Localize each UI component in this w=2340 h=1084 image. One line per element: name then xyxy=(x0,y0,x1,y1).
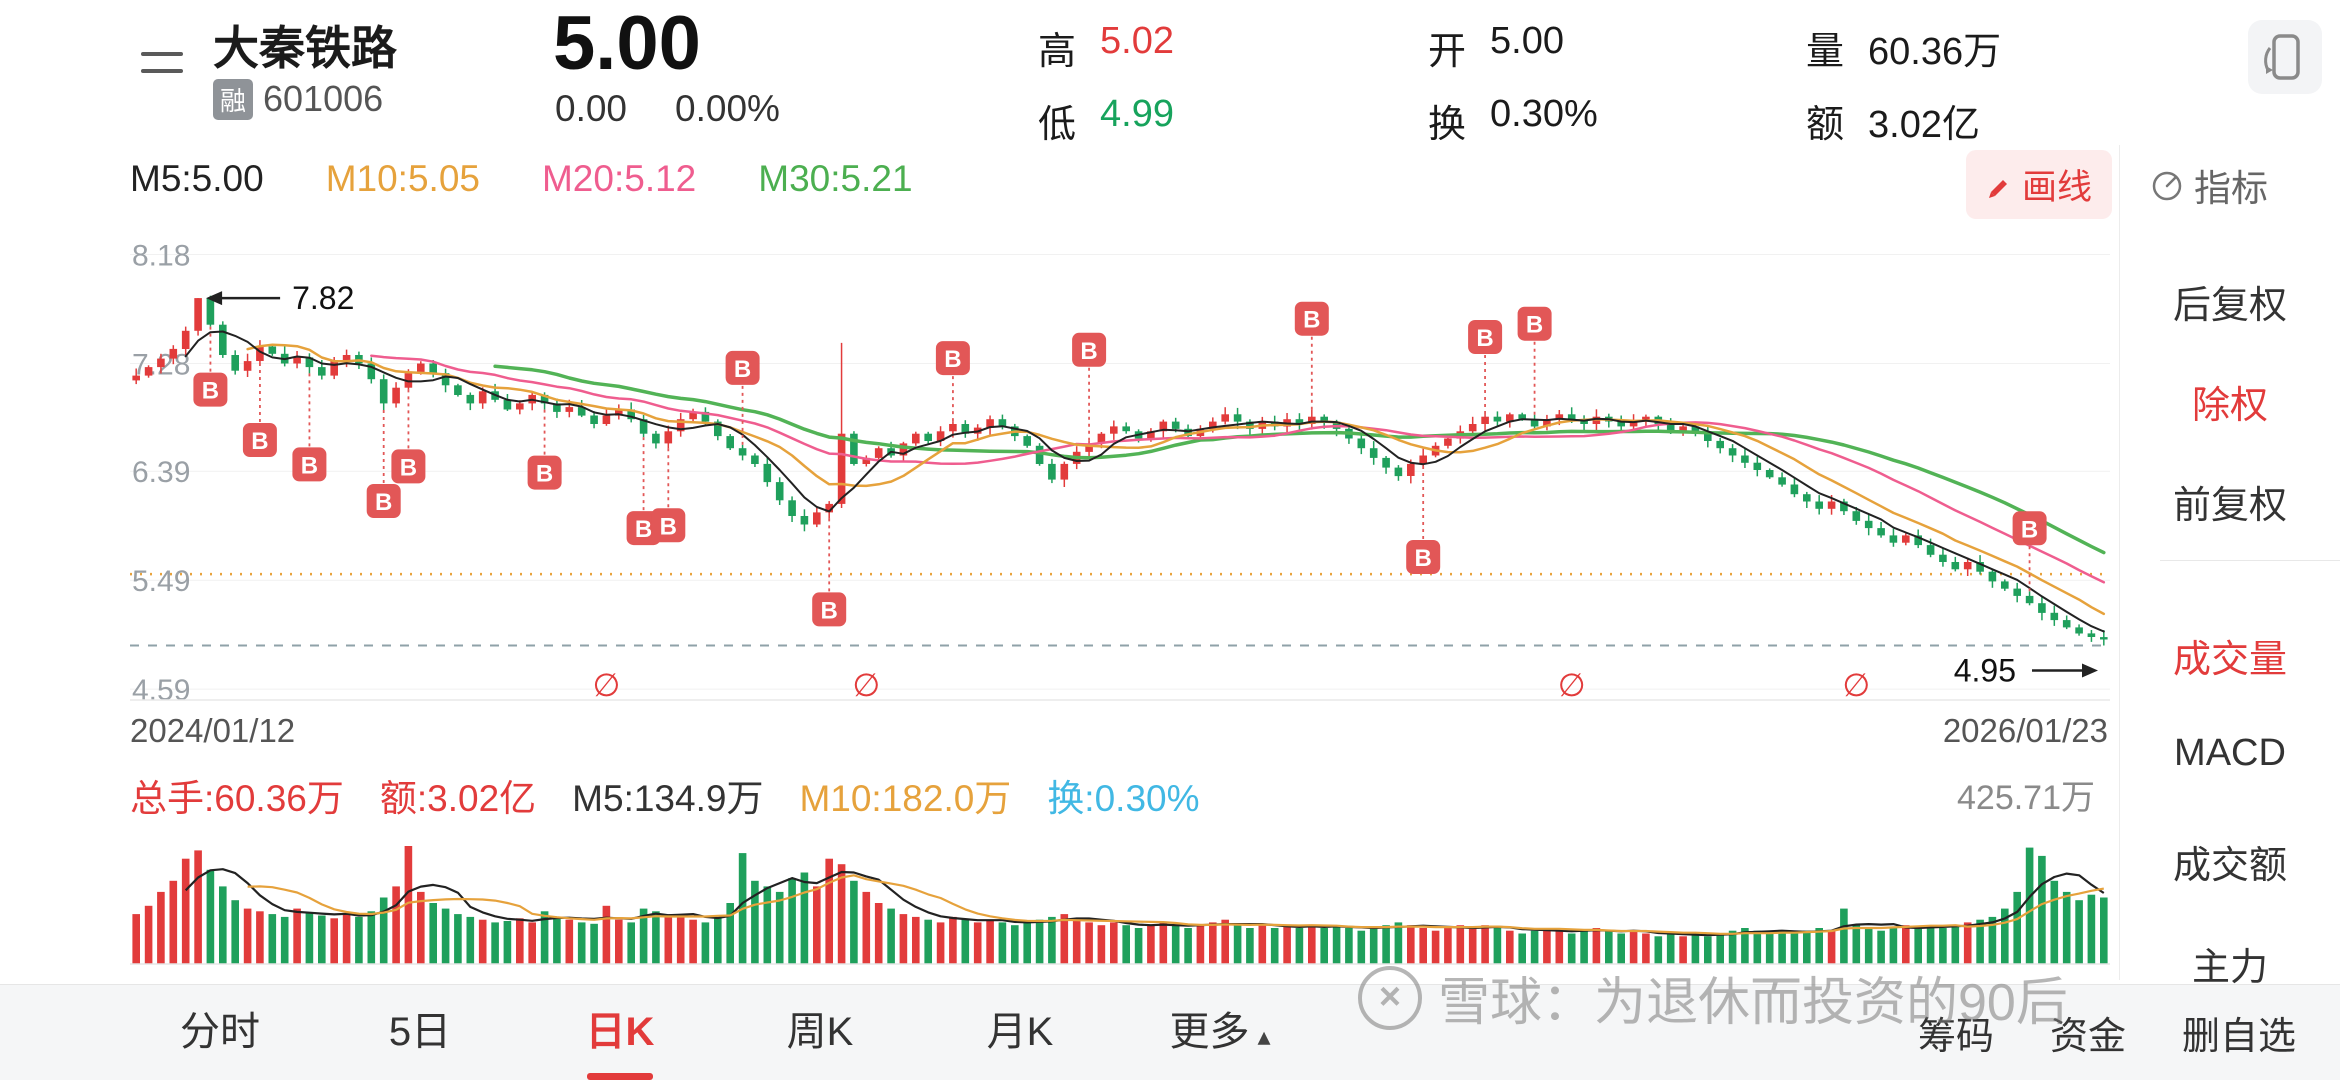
quote-col-volume-amount: 量 60.36万 额 3.02亿 xyxy=(1806,20,2001,148)
volume-legend-row: 总手:60.36万 额:3.02亿 M5:134.9万 M10:182.0万 换… xyxy=(130,768,1200,822)
volume-scale-max: 425.71万 xyxy=(1957,779,2095,817)
svg-text:B: B xyxy=(1080,338,1097,365)
svg-text:∅: ∅ xyxy=(1558,667,1586,703)
remove-watchlist-button[interactable]: 删自选 xyxy=(2181,1016,2296,1058)
vol-turnover-legend: 换:0.30% xyxy=(1047,778,1200,819)
svg-text:B: B xyxy=(1303,307,1320,334)
stock-code-row: 融 601006 xyxy=(213,78,383,120)
sidebar-divider xyxy=(2160,560,2340,561)
tab-5day[interactable]: 5日 xyxy=(388,1010,452,1054)
svg-text:5.49: 5.49 xyxy=(132,565,190,598)
svg-text:B: B xyxy=(251,428,268,455)
svg-text:B: B xyxy=(821,597,838,624)
svg-text:B: B xyxy=(1415,545,1432,572)
amount-legend: 额:3.02亿 xyxy=(379,778,537,819)
tab-daily-k[interactable]: 日K xyxy=(520,985,720,1080)
svg-text:8.18: 8.18 xyxy=(132,240,190,273)
vol-m5-legend: M5:134.9万 xyxy=(572,778,764,819)
caret-up-icon: ▴ xyxy=(1257,1021,1271,1051)
draw-line-label: 画线 xyxy=(2022,168,2093,207)
svg-text:∅: ∅ xyxy=(1842,667,1870,703)
volume-chart[interactable] xyxy=(0,828,2120,973)
turnover-value: 0.30% xyxy=(1490,93,1598,135)
rotate-phone-icon xyxy=(2264,34,2300,80)
stock-name: 大秦铁路 xyxy=(213,22,397,74)
low-label: 低 xyxy=(1038,104,1077,146)
draw-line-button[interactable]: 画线 xyxy=(1966,150,2113,219)
svg-text:B: B xyxy=(734,356,751,383)
hamburger-lines-icon xyxy=(141,52,183,73)
current-price: 5.00 xyxy=(553,1,701,86)
price-change-pct: 0.00% xyxy=(675,88,780,129)
panel-divider-vertical xyxy=(2119,145,2120,980)
volume-label: 量 xyxy=(1806,31,1845,73)
svg-text:∅: ∅ xyxy=(852,667,880,703)
sidebar-item-backward-adjust[interactable]: 后复权 xyxy=(2172,285,2287,327)
tab-more-label: 更多 xyxy=(1169,1010,1250,1054)
turnover-label: 换 xyxy=(1428,104,1467,146)
sidebar-item-macd[interactable]: MACD xyxy=(2174,732,2286,774)
price-change: 0.00 xyxy=(555,88,628,129)
svg-text:B: B xyxy=(2021,516,2038,543)
kline-chart[interactable]: 8.187.286.395.494.59BBBBBBBBBBBBBBBBB∅∅∅… xyxy=(0,222,2120,704)
sidebar-item-main-force[interactable]: 主力 xyxy=(2191,947,2268,989)
volume-value: 60.36万 xyxy=(1868,31,2002,73)
ma10-legend: M10:5.05 xyxy=(325,158,480,199)
sidebar-item-volume[interactable]: 成交量 xyxy=(2172,639,2287,681)
svg-text:7.82: 7.82 xyxy=(292,280,354,316)
svg-text:4.95: 4.95 xyxy=(1954,653,2016,689)
total-hands-legend: 总手:60.36万 xyxy=(130,778,344,819)
low-value: 4.99 xyxy=(1100,93,1174,135)
chart-start-date: 2024/01/12 xyxy=(130,712,296,749)
ma5-legend: M5:5.00 xyxy=(130,158,264,199)
svg-text:4.59: 4.59 xyxy=(132,674,190,704)
svg-text:∅: ∅ xyxy=(592,667,620,703)
svg-text:6.39: 6.39 xyxy=(132,456,190,489)
indicator-label: 指标 xyxy=(2194,168,2268,209)
svg-text:B: B xyxy=(944,346,961,373)
bottom-tab-bar: 分时 5日 日K 周K 月K 更多 ▴ 筹码 资金 删自选 xyxy=(0,984,2340,1080)
tab-weekly-k[interactable]: 周K xyxy=(786,1010,854,1054)
svg-text:B: B xyxy=(1476,325,1493,352)
svg-text:B: B xyxy=(400,454,417,481)
amount-label: 额 xyxy=(1806,104,1845,146)
pencil-icon xyxy=(1989,179,2007,198)
high-value: 5.02 xyxy=(1100,20,1174,62)
svg-text:B: B xyxy=(660,513,677,540)
menu-icon[interactable] xyxy=(138,40,186,86)
tab-monthly-k[interactable]: 月K xyxy=(986,1010,1054,1054)
gauge-icon xyxy=(2152,171,2182,201)
bottom-actions: 筹码 资金 删自选 xyxy=(1918,1005,2340,1060)
ma30-legend: M30:5.21 xyxy=(758,158,913,199)
indicator-button[interactable]: 指标 xyxy=(2150,158,2268,212)
price-change-row: 0.00 0.00% xyxy=(555,88,780,130)
quote-col-high-low: 高 5.02 低 4.99 xyxy=(1038,20,1174,148)
quote-col-open-turnover: 开 5.00 换 0.30% xyxy=(1428,20,1598,148)
ma20-legend: M20:5.12 xyxy=(541,158,697,199)
chart-end-date: 2026/01/23 xyxy=(1942,712,2108,749)
svg-text:B: B xyxy=(375,489,392,516)
tab-more[interactable]: 更多 ▴ xyxy=(1120,985,1320,1080)
ma-legend-row: M5:5.00 M10:5.05 M20:5.12 M30:5.21 xyxy=(130,158,913,200)
amount-value: 3.02亿 xyxy=(1868,104,1980,146)
open-value: 5.00 xyxy=(1490,20,1564,62)
chips-button[interactable]: 筹码 xyxy=(1917,1016,1994,1058)
svg-text:B: B xyxy=(536,461,553,488)
margin-badge: 融 xyxy=(213,78,254,120)
high-label: 高 xyxy=(1038,31,1077,73)
svg-text:B: B xyxy=(1526,312,1543,339)
svg-text:B: B xyxy=(301,452,318,479)
sidebar-item-amount[interactable]: 成交额 xyxy=(2172,845,2287,887)
svg-text:B: B xyxy=(635,516,652,543)
sidebar-item-forward-adjust[interactable]: 前复权 xyxy=(2172,485,2287,527)
rotate-screen-button[interactable] xyxy=(2248,20,2322,94)
vol-m10-legend: M10:182.0万 xyxy=(799,778,1012,819)
funds-button[interactable]: 资金 xyxy=(2049,1016,2126,1058)
svg-text:B: B xyxy=(202,378,219,405)
sidebar-item-ex-rights[interactable]: 除权 xyxy=(2191,385,2268,427)
tab-intraday[interactable]: 分时 xyxy=(180,1010,260,1054)
period-tabs: 分时 5日 日K 周K 月K 更多 ▴ xyxy=(120,985,1320,1080)
open-label: 开 xyxy=(1428,31,1467,73)
stock-code: 601006 xyxy=(263,78,384,119)
